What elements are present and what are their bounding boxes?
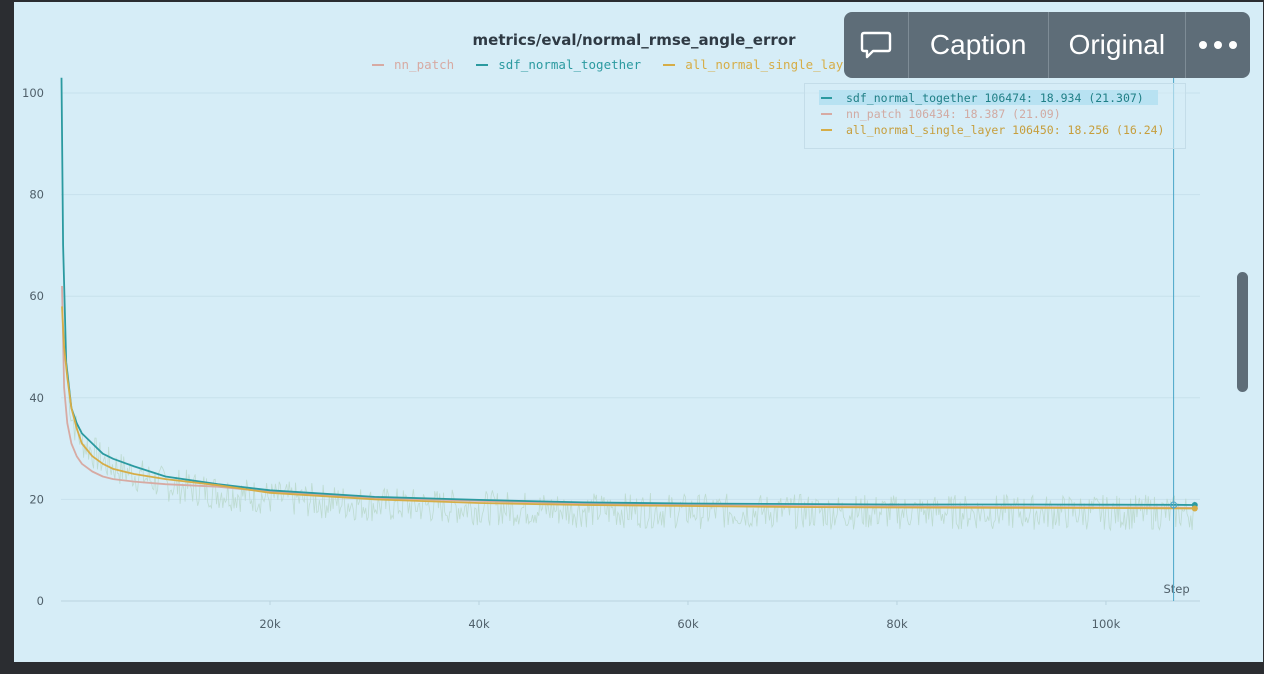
x-tick-label: 20k — [259, 617, 281, 631]
legend-label: nn_patch — [394, 57, 455, 72]
series-line-all-normal-single-layer — [61, 306, 1195, 510]
legend-item-nn-patch[interactable]: nn_patch — [372, 57, 454, 72]
legend-swatch — [372, 63, 384, 66]
y-tick-label: 100 — [22, 86, 44, 100]
legend-item-all-normal-single-layer[interactable]: all_normal_single_layer — [663, 57, 858, 72]
y-tick-label: 60 — [29, 289, 44, 303]
chart-legend: nn_patch sdf_normal_together all_normal_… — [372, 57, 858, 72]
x-tick-label: 40k — [468, 617, 490, 631]
tooltip-swatch — [821, 96, 832, 99]
legend-swatch — [476, 63, 489, 66]
tooltip-swatch — [821, 112, 832, 115]
tooltip-swatch — [821, 128, 832, 131]
hover-marker — [1170, 501, 1178, 509]
tooltip-row: nn_patch 106434: 18.387 (21.09) — [821, 106, 1061, 121]
legend-label: sdf_normal_together — [498, 57, 642, 72]
chart-title: metrics/eval/normal_rmse_angle_error — [472, 31, 796, 49]
tooltip-label: sdf_normal_together 106474: 18.934 (21.3… — [846, 90, 1144, 105]
caption-icon-button[interactable] — [844, 12, 909, 78]
series-end-point — [1191, 505, 1198, 512]
image-toolbar: Caption Original — [844, 12, 1250, 78]
hover-tooltip: sdf_normal_together 106474: 18.934 (21.3… — [804, 83, 1186, 149]
scrollbar-thumb[interactable] — [1237, 272, 1248, 392]
legend-swatch — [663, 63, 676, 66]
x-tick-label: 80k — [886, 617, 908, 631]
tooltip-row: all_normal_single_layer 106450: 18.256 (… — [821, 122, 1165, 137]
more-dots-icon — [1199, 41, 1238, 49]
legend-label: all_normal_single_layer — [685, 57, 859, 72]
raw-data-noise — [66, 379, 1195, 532]
y-tick-label: 20 — [29, 492, 44, 506]
series-line-nn-patch — [61, 285, 1195, 509]
x-axis-label: Step — [1164, 582, 1190, 596]
y-tick-label: 0 — [37, 594, 44, 608]
tooltip-label: nn_patch 106434: 18.387 (21.09) — [846, 106, 1061, 121]
caption-button[interactable]: Caption — [909, 12, 1049, 78]
chart-panel: 0 20 40 60 80 100 20k 40k 60k 80k 100k Step metrics… — [14, 2, 1263, 662]
x-tick-label: 60k — [677, 617, 699, 631]
tooltip-label: all_normal_single_layer 106450: 18.256 (… — [846, 122, 1165, 137]
speech-bubble-icon — [860, 31, 892, 59]
legend-item-sdf-normal-together[interactable]: sdf_normal_together — [476, 57, 641, 72]
more-options-button[interactable] — [1186, 12, 1250, 78]
y-tick-label: 80 — [29, 188, 44, 202]
original-button[interactable]: Original — [1049, 12, 1187, 78]
y-tick-label: 40 — [29, 391, 44, 405]
tooltip-row: sdf_normal_together 106474: 18.934 (21.3… — [819, 90, 1158, 105]
x-tick-label: 100k — [1092, 617, 1121, 631]
